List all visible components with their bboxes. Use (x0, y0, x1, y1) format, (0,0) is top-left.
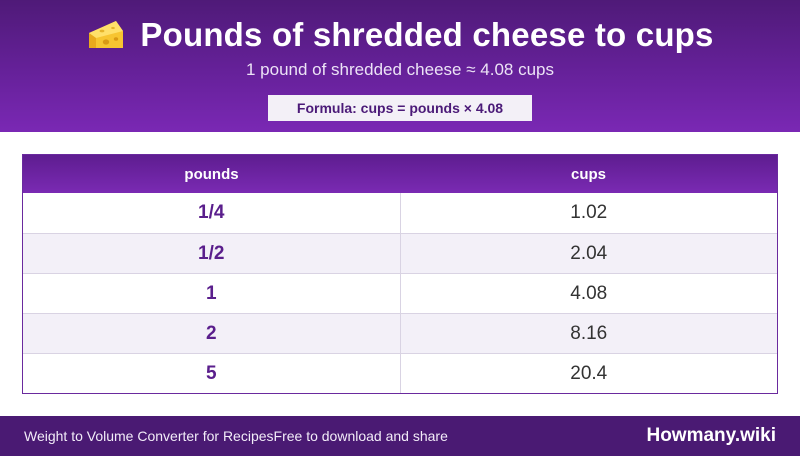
cups-cell: 8.16 (570, 322, 608, 344)
pounds-cell: 1/4 (23, 193, 401, 233)
conversion-summary: 1 pound of shredded cheese ≈ 4.08 cups (245, 60, 554, 79)
formula-badge: Formula: cups = pounds × 4.08 (268, 95, 532, 121)
pounds-cell: 5 (23, 354, 401, 393)
column-header-pounds: pounds (184, 165, 239, 183)
title-row: Pounds of shredded cheese to cups (0, 13, 800, 57)
pounds-cell: 1 (23, 274, 401, 313)
cups-cell: 2.04 (570, 242, 608, 264)
cups-cell: 4.08 (570, 282, 608, 304)
cups-cell: 20.4 (570, 362, 608, 384)
footer-bar: Weight to Volume Converter for RecipesFr… (0, 416, 800, 456)
table-row: 1/2 2.04 (23, 233, 777, 273)
cheese-icon (86, 17, 126, 53)
table-row: 5 20.4 (23, 353, 777, 393)
page-title: Pounds of shredded cheese to cups (140, 16, 714, 53)
header-banner: Pounds of shredded cheese to cups 1 poun… (0, 0, 800, 132)
footer-text: Weight to Volume Converter for RecipesFr… (24, 416, 448, 456)
brand-logo-text[interactable]: Howmany.wiki (646, 425, 776, 446)
table-row: 1/4 1.02 (23, 193, 777, 233)
cups-cell: 1.02 (570, 202, 608, 223)
table-row: 1 4.08 (23, 273, 777, 313)
conversion-table: pounds cups 1/4 1.02 1/2 2.04 1 4.08 2 8… (22, 154, 778, 394)
pounds-cell: 2 (23, 314, 401, 353)
table-body: 1/4 1.02 1/2 2.04 1 4.08 2 8.16 5 20.4 (23, 193, 777, 393)
table-header: pounds cups (23, 155, 777, 193)
pounds-cell: 1/2 (23, 234, 401, 273)
footer-app-name: Weight to Volume Converter for Recipes (24, 428, 274, 444)
footer-tagline: Free to download and share (273, 428, 448, 444)
table-row: 2 8.16 (23, 313, 777, 353)
column-header-cups: cups (570, 165, 606, 183)
